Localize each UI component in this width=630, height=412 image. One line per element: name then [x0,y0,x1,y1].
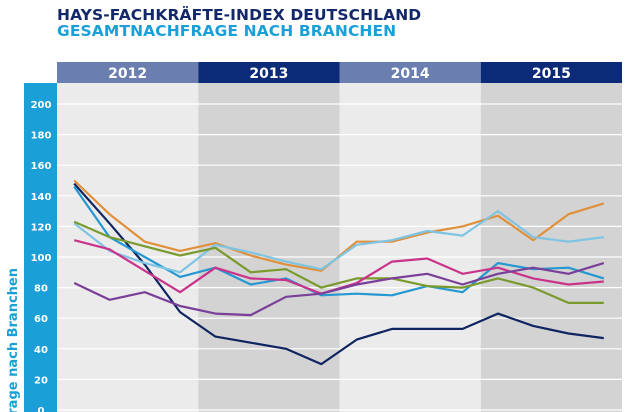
y-tick-label: 140 [31,192,52,203]
chart-title: HAYS-FACHKRÄFTE-INDEX DEUTSCHLAND [57,6,422,24]
y-tick-label: 100 [31,253,52,264]
year-label: 2014 [391,66,430,82]
year-band [339,83,481,412]
year-header [198,62,340,83]
y-tick-label: 120 [31,222,52,233]
year-label: 2013 [249,66,288,82]
year-headers: 2012 2013 2014 2015 [57,62,622,83]
year-label: 2012 [108,66,147,82]
y-tick-label: 160 [31,161,52,172]
series-line-green [73,220,604,304]
y-tick-label: 0 [38,406,45,412]
series-lines [73,179,605,366]
series-line-light-blue [73,210,604,274]
year-header [339,62,481,83]
series-line-navy [73,182,604,366]
y-axis-bar [24,83,57,412]
y-tick-label: 80 [34,284,48,295]
y-axis: 0 20 40 60 80 100 120 140 160 180 200 achfrage nach… [6,83,57,412]
year-header [57,62,199,83]
year-band [480,83,622,412]
y-tick-label: 60 [34,314,48,325]
y-tick-label: 180 [31,131,52,142]
y-axis-title: achfrage nach Branchen [6,268,21,412]
y-tick-label: 40 [34,345,48,356]
year-bands [57,83,622,412]
year-label: 2015 [532,66,571,82]
series-line-purple [73,262,605,317]
y-tick-label: 200 [31,100,52,111]
year-band [198,83,340,412]
chart-subtitle: GESAMTNACHFRAGE NACH BRANCHEN [57,22,397,40]
year-header [480,62,622,83]
y-tick-label: 20 [34,375,48,386]
